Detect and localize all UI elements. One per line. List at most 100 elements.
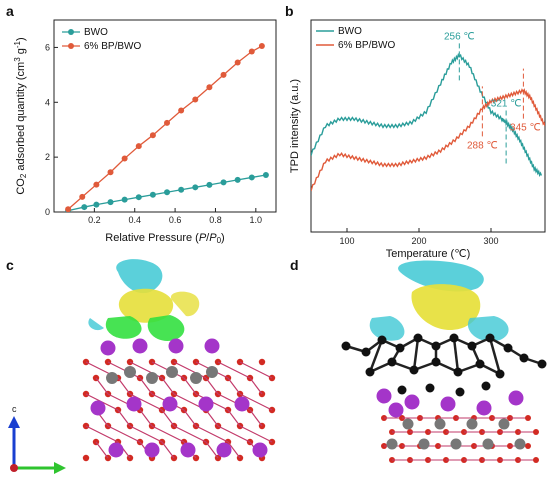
phosphorus-atom xyxy=(387,357,397,367)
panel-label-a: a xyxy=(6,3,14,19)
charge-lobe-cyan-2 xyxy=(88,318,104,331)
bond xyxy=(85,425,119,443)
ytick-label-a: 4 xyxy=(45,97,50,107)
axis-indicator: c xyxy=(8,404,66,474)
legend-b: BWO 6% BP/BWO xyxy=(316,26,395,51)
legend-marker-bwo-a xyxy=(68,29,74,35)
series-line-b-1 xyxy=(311,87,545,192)
data-point-a-0 xyxy=(206,181,213,188)
charge-lobe-green-2 xyxy=(147,315,185,341)
data-point-a-1 xyxy=(149,132,156,139)
bond xyxy=(205,441,219,459)
xlabel-a: Relative Pressure (P/P0) xyxy=(105,232,224,245)
bond xyxy=(151,425,185,443)
bond xyxy=(205,377,219,395)
bond xyxy=(249,409,263,427)
bismuth-atom xyxy=(162,396,178,412)
bismuth-atom xyxy=(252,442,268,458)
bismuth-atom xyxy=(100,340,116,356)
bond xyxy=(161,441,175,459)
tungsten-atom-d xyxy=(514,438,526,450)
phosphorus-atom xyxy=(467,341,477,351)
charge-lobe-yellow-2 xyxy=(170,291,200,317)
charge-lobe-cyan-d3 xyxy=(467,316,509,342)
charge-lobe-cyan-d xyxy=(398,260,484,292)
bismuth-atom xyxy=(168,338,184,354)
xlabel-b: Temperature (℃) xyxy=(386,248,471,260)
oxygen-atom-d xyxy=(533,429,539,435)
bismuth-atom xyxy=(180,442,196,458)
data-point-a-1 xyxy=(65,206,72,212)
phosphorus-atom xyxy=(481,381,491,391)
bismuth-atom-d xyxy=(440,396,456,412)
charge-lobe-green xyxy=(105,316,142,339)
tungsten-atom xyxy=(166,366,178,378)
phosphorus-atom xyxy=(537,359,547,369)
charge-lobe-cyan xyxy=(116,259,163,294)
bond xyxy=(217,425,251,443)
ylabel-b: TPD intensity (a.u.) xyxy=(289,79,301,173)
oxygen-atom-d xyxy=(525,415,531,421)
atoms-c xyxy=(82,338,276,462)
tungsten-atom-d xyxy=(498,418,510,430)
xtick-label-a: 0.4 xyxy=(128,215,141,225)
data-point-a-1 xyxy=(258,43,265,50)
annotation-label-b: 345 ℃ xyxy=(510,123,541,134)
tungsten-atom xyxy=(190,372,202,384)
bismuth-atom xyxy=(216,442,232,458)
phosphorus-atom xyxy=(453,367,463,377)
annotation-label-b: 288 ℃ xyxy=(467,140,498,151)
bp-bond xyxy=(452,337,460,373)
phosphorus-atom xyxy=(425,383,435,393)
bond xyxy=(129,425,163,443)
data-point-a-0 xyxy=(178,186,185,193)
phosphorus-atom xyxy=(455,387,465,397)
charge-lobe-cyan-d2 xyxy=(369,316,405,341)
bond xyxy=(183,409,197,427)
bismuth-atom xyxy=(198,396,214,412)
panel-label-b: b xyxy=(285,3,294,19)
bismuth-atom xyxy=(132,338,148,354)
data-point-a-1 xyxy=(234,59,241,66)
xtick-label-a: 0.8 xyxy=(209,215,222,225)
data-point-a-0 xyxy=(93,201,100,208)
tungsten-atom-d xyxy=(418,438,430,450)
tungsten-atom xyxy=(106,372,118,384)
plot-frame-a xyxy=(53,19,277,213)
data-point-a-1 xyxy=(93,181,100,188)
tungsten-atom-d xyxy=(386,438,398,450)
ticks-a: 0.2 0.4 0.6 0.8 1.0 0 2 4 6 xyxy=(45,42,262,225)
bp-bond xyxy=(488,337,502,375)
bond xyxy=(227,409,241,427)
annotations-b: 256 ℃ 321 ℃ 288 ℃ 345 ℃ xyxy=(444,31,541,165)
phosphorus-atom xyxy=(365,367,375,377)
structure-c: c xyxy=(8,259,276,474)
data-point-a-1 xyxy=(206,84,213,91)
data-point-a-1 xyxy=(248,48,255,55)
series-b xyxy=(311,52,545,192)
bismuth-atom-d xyxy=(508,390,524,406)
c-axis-label: c xyxy=(12,404,17,414)
xtick-label-a: 1.0 xyxy=(250,215,263,225)
chart-b: 100 200 300 256 ℃ 321 ℃ 288 ℃ 345 ℃ BWO 6% BP… xyxy=(289,19,546,260)
data-point-a-0 xyxy=(135,194,142,201)
tungsten-atom-d xyxy=(482,438,494,450)
phosphorus-atom xyxy=(475,359,485,369)
data-point-a-1 xyxy=(220,71,227,78)
data-point-a-0 xyxy=(192,184,199,191)
ytick-label-a: 0 xyxy=(45,207,50,217)
phosphorus-atom xyxy=(495,369,505,379)
bond xyxy=(173,425,207,443)
xtick-label-a: 0.6 xyxy=(169,215,182,225)
bond xyxy=(239,425,273,443)
series-a xyxy=(65,43,269,212)
tungsten-atom-d xyxy=(450,438,462,450)
data-point-a-1 xyxy=(192,96,199,103)
bond xyxy=(205,409,219,427)
structure-d xyxy=(341,260,547,463)
phosphorus-atom xyxy=(449,333,459,343)
annotation-label-b: 256 ℃ xyxy=(444,31,475,42)
tungsten-atom xyxy=(146,372,158,384)
phosphorus-atom xyxy=(361,347,371,357)
